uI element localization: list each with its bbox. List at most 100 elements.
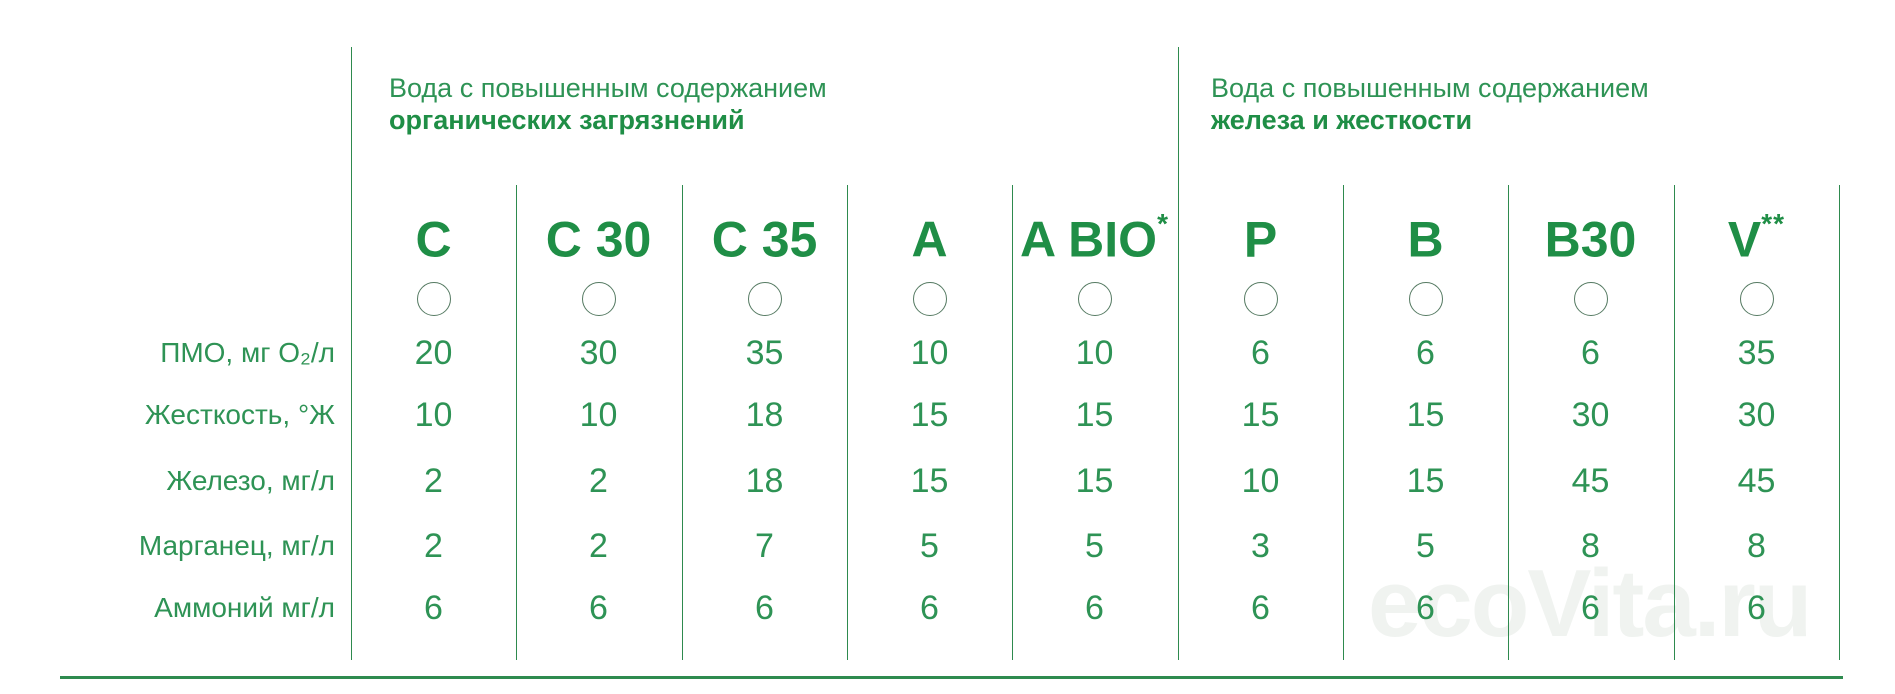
cell-value: 7 bbox=[755, 527, 774, 565]
model-column-b30: B30 6 30 45 8 6 bbox=[1508, 0, 1673, 694]
model-name: C bbox=[351, 198, 516, 268]
cell-value: 6 bbox=[1251, 589, 1270, 627]
model-name: A bbox=[847, 198, 1012, 268]
model-column-c: C 20 10 2 2 6 bbox=[351, 0, 516, 694]
cell-value: 8 bbox=[1581, 527, 1600, 565]
model-name: B bbox=[1343, 198, 1508, 268]
cell-value: 45 bbox=[1737, 462, 1776, 500]
bottom-rule bbox=[60, 676, 1843, 679]
model-name-text: V bbox=[1727, 211, 1762, 268]
model-name: A BIO* bbox=[1012, 198, 1177, 268]
model-radio[interactable] bbox=[416, 282, 451, 316]
cell-value: 2 bbox=[589, 462, 608, 500]
cell-value: 20 bbox=[414, 334, 453, 372]
cell-value: 15 bbox=[1241, 396, 1280, 434]
cell-value: 18 bbox=[745, 462, 784, 500]
model-name: C 30 bbox=[516, 198, 681, 268]
group-divider bbox=[1178, 47, 1179, 660]
cell-value: 15 bbox=[1406, 396, 1445, 434]
model-name-superscript: ** bbox=[1761, 208, 1786, 239]
cell-value: 30 bbox=[579, 334, 618, 372]
model-name-text: C bbox=[415, 211, 452, 268]
cell-value: 15 bbox=[910, 396, 949, 434]
row-label-ammonium: Аммоний мг/л bbox=[154, 592, 335, 623]
cell-value: 6 bbox=[1581, 334, 1600, 372]
cell-value: 3 bbox=[1251, 527, 1270, 565]
model-name-text: P bbox=[1243, 211, 1278, 268]
model-radio[interactable] bbox=[1077, 282, 1112, 316]
watermark: ecoVita.ru bbox=[1368, 550, 1812, 657]
cell-value: 10 bbox=[579, 396, 618, 434]
cell-value: 6 bbox=[589, 589, 608, 627]
model-radio[interactable] bbox=[1573, 282, 1608, 316]
model-name-text: B30 bbox=[1544, 211, 1637, 268]
cell-value: 45 bbox=[1571, 462, 1610, 500]
model-radio[interactable] bbox=[1243, 282, 1278, 316]
model-name-text: A BIO bbox=[1020, 211, 1158, 268]
row-label-manganese: Марганец, мг/л bbox=[138, 530, 335, 561]
model-radio[interactable] bbox=[581, 282, 616, 316]
row-label-hardness: Жесткость, °Ж bbox=[144, 399, 335, 430]
cell-value: 2 bbox=[424, 462, 443, 500]
cell-value: 30 bbox=[1571, 396, 1610, 434]
model-name-text: C 30 bbox=[545, 211, 652, 268]
cell-value: 10 bbox=[1075, 334, 1114, 372]
cell-value: 6 bbox=[1581, 589, 1600, 627]
cell-value: 6 bbox=[1085, 589, 1104, 627]
model-radio[interactable] bbox=[1739, 282, 1774, 316]
column-divider bbox=[682, 185, 683, 660]
cell-value: 6 bbox=[920, 589, 939, 627]
cell-value: 10 bbox=[1241, 462, 1280, 500]
column-divider bbox=[1674, 185, 1675, 660]
column-divider bbox=[847, 185, 848, 660]
column-divider bbox=[1839, 185, 1840, 660]
model-column-p: P 6 15 10 3 6 bbox=[1178, 0, 1343, 694]
model-column-c30: C 30 30 10 2 2 6 bbox=[516, 0, 681, 694]
model-column-c35: C 35 35 18 18 7 6 bbox=[682, 0, 847, 694]
cell-value: 6 bbox=[1251, 334, 1270, 372]
model-column-v: V** 35 30 45 8 6 bbox=[1674, 0, 1839, 694]
cell-value: 18 bbox=[745, 396, 784, 434]
group-header-line2: органических загрязнений bbox=[389, 105, 745, 135]
group-header-iron: Вода с повышенным содержанием железа и ж… bbox=[1211, 72, 1649, 136]
model-name: P bbox=[1178, 198, 1343, 268]
model-column-abio: A BIO* 10 15 15 5 6 bbox=[1012, 0, 1177, 694]
model-name: B30 bbox=[1508, 198, 1673, 268]
group-header-line1: Вода с повышенным содержанием bbox=[1211, 73, 1649, 103]
column-divider bbox=[1508, 185, 1509, 660]
cell-value: 35 bbox=[745, 334, 784, 372]
cell-value: 10 bbox=[414, 396, 453, 434]
cell-value: 15 bbox=[1075, 396, 1114, 434]
model-name: C 35 bbox=[682, 198, 847, 268]
cell-value: 6 bbox=[424, 589, 443, 627]
cell-value: 15 bbox=[1075, 462, 1114, 500]
cell-value: 6 bbox=[755, 589, 774, 627]
model-name-superscript: * bbox=[1157, 208, 1169, 239]
cell-value: 2 bbox=[589, 527, 608, 565]
cell-value: 6 bbox=[1416, 334, 1435, 372]
cell-value: 5 bbox=[1416, 527, 1435, 565]
model-name-text: A bbox=[911, 211, 948, 268]
cell-value: 10 bbox=[910, 334, 949, 372]
group-header-line1: Вода с повышенным содержанием bbox=[389, 73, 827, 103]
model-radio[interactable] bbox=[1408, 282, 1443, 316]
cell-value: 30 bbox=[1737, 396, 1776, 434]
model-radio[interactable] bbox=[912, 282, 947, 316]
model-name-text: B bbox=[1407, 211, 1444, 268]
row-label-iron: Железо, мг/л bbox=[166, 465, 335, 496]
column-divider bbox=[1343, 185, 1344, 660]
cell-value: 5 bbox=[1085, 527, 1104, 565]
column-divider bbox=[516, 185, 517, 660]
cell-value: 6 bbox=[1416, 589, 1435, 627]
model-name-text: C 35 bbox=[711, 211, 818, 268]
model-radio[interactable] bbox=[747, 282, 782, 316]
cell-value: 8 bbox=[1747, 527, 1766, 565]
cell-value: 15 bbox=[910, 462, 949, 500]
model-column-b: B 6 15 15 5 6 bbox=[1343, 0, 1508, 694]
group-divider bbox=[351, 47, 352, 660]
cell-value: 6 bbox=[1747, 589, 1766, 627]
model-name: V** bbox=[1674, 198, 1839, 268]
group-header-line2: железа и жесткости bbox=[1211, 105, 1473, 135]
row-label-pmo: ПМО, мг О₂/л bbox=[160, 337, 335, 368]
